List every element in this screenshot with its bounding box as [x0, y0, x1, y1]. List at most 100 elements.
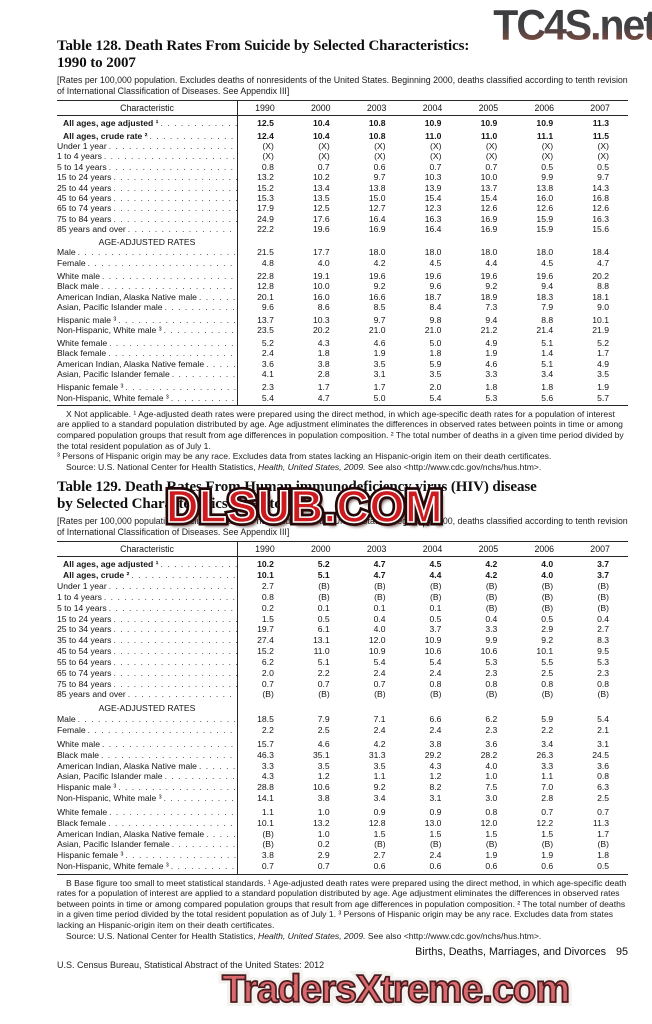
- cell-value: 1.1: [261, 806, 274, 817]
- dot-leader: [106, 348, 237, 358]
- cell-value: (B): [374, 581, 386, 592]
- cell-value: 31.3: [368, 749, 386, 760]
- cell-value: 0.4: [485, 613, 498, 624]
- cell-value: 0.1: [429, 602, 442, 613]
- cell-value: 3.0: [485, 793, 498, 804]
- table-129-body: All ages, age adjusted ¹ 10.2 5.2 4.7 4.5 4.2…: [57, 557, 628, 874]
- cell-value: 9.2: [373, 281, 386, 292]
- row-label: Female: [57, 725, 237, 735]
- row-label: Female: [57, 258, 237, 268]
- cell-value: (B): [429, 839, 442, 850]
- cell-value: 2.9: [317, 850, 330, 861]
- cell-value: 5.4: [429, 392, 442, 403]
- cell-value: 18.5: [257, 714, 274, 725]
- table-row: 45 to 54 years 15.2 11.0 10.9 10.6 10.6 10.1 9.…: [57, 646, 628, 657]
- cell-value: 20.2: [312, 325, 330, 336]
- cell-value: 2.4: [373, 724, 386, 735]
- table-row: Asian, Pacific Islander male 4.3 1.2 1.1 1.2…: [57, 771, 628, 782]
- cell-value: 11.0: [481, 130, 498, 141]
- cell-value: 10.6: [480, 646, 498, 657]
- cell-value: 2.5: [541, 667, 554, 678]
- cell-value: 18.1: [592, 291, 610, 302]
- cell-value: 18.3: [536, 291, 554, 302]
- dot-leader: [111, 193, 237, 203]
- cell-value: 7.9: [317, 714, 330, 725]
- cell-value: 4.2: [373, 257, 386, 268]
- column-header-year: 2000: [311, 102, 331, 113]
- table-128: Characteristic 1990 2000 2003 2004 2005 2006 20…: [57, 99, 628, 406]
- table-row: Non-Hispanic, White female ³ 0.7 0.7 0.6 0.6…: [57, 861, 628, 872]
- row-label: 5 to 14 years: [57, 603, 237, 613]
- cell-value: 18.0: [480, 247, 498, 258]
- cell-value: 0.8: [597, 678, 610, 689]
- cell-value: 3.4: [541, 369, 554, 380]
- dot-leader: [116, 315, 237, 325]
- row-label: White male: [57, 271, 237, 281]
- cell-value: 1.5: [541, 828, 554, 839]
- cell-value: (X): [485, 151, 498, 162]
- dot-leader: [111, 214, 237, 224]
- cell-value: 5.1: [317, 570, 330, 581]
- cell-value: 4.7: [373, 570, 386, 581]
- table-row: 5 to 14 years 0.2 0.1 0.1 0.1 (B) (B) (B): [57, 602, 628, 613]
- row-label: Hispanic male ³: [57, 315, 237, 325]
- row-label: 65 to 74 years: [57, 203, 237, 213]
- table-128-title-line1: Table 128. Death Rates From Suicide by S…: [57, 38, 470, 54]
- row-label: All ages, age adjusted ¹: [57, 118, 237, 128]
- row-label: 35 to 44 years: [57, 635, 237, 645]
- cell-value: 2.2: [317, 667, 330, 678]
- cell-value: (X): [541, 151, 554, 162]
- table-row: 85 years and over 22.2 19.6 16.9 16.4 16.9 15.…: [57, 224, 628, 234]
- column-header-year: 2006: [534, 102, 555, 113]
- cell-value: 0.6: [429, 861, 442, 872]
- table-row: Black male 46.3 35.1 31.3 29.2 28.2 26.3 24.5: [57, 749, 628, 760]
- cell-value: (X): [485, 141, 498, 152]
- table-row: 65 to 74 years 2.0 2.2 2.4 2.4 2.3 2.5 2.3: [57, 667, 628, 678]
- cell-value: 15.2: [257, 646, 274, 657]
- cell-value: 13.1: [312, 635, 330, 646]
- cell-value: (B): [541, 602, 554, 613]
- column-header-year: 2003: [366, 102, 387, 113]
- dot-leader: [107, 338, 237, 348]
- cell-value: 4.3: [429, 760, 442, 771]
- dot-leader: [126, 689, 237, 699]
- cell-value: 0.7: [429, 161, 442, 172]
- cell-value: 0.7: [317, 161, 330, 172]
- dot-leader: [204, 829, 237, 839]
- cell-value: 10.4: [312, 130, 330, 141]
- footer-section-title: Births, Deaths, Marriages, and Divorces: [415, 946, 606, 959]
- cell-value: 23.5: [257, 325, 274, 336]
- table-row: 15 to 24 years 1.5 0.5 0.4 0.5 0.4 0.5 0.4: [57, 613, 628, 624]
- cell-value: 4.1: [261, 369, 274, 380]
- cell-value: 4.2: [485, 570, 498, 581]
- table-row: 85 years and over (B) (B) (B) (B) (B) (B) (B): [57, 689, 628, 700]
- cell-value: 16.4: [368, 213, 386, 224]
- cell-value: 17.9: [257, 203, 274, 214]
- cell-value: 1.0: [485, 771, 498, 782]
- cell-value: 0.8: [429, 678, 442, 689]
- cell-value: 28.2: [480, 749, 498, 760]
- cell-value: 0.7: [373, 678, 386, 689]
- cell-value: 3.1: [597, 738, 610, 749]
- cell-value: 2.3: [485, 667, 498, 678]
- table-128-title: Table 128. Death Rates From Suicide by S…: [57, 38, 628, 71]
- dot-leader: [111, 679, 237, 689]
- cell-value: 10.1: [257, 570, 274, 581]
- cell-value: 10.9: [424, 635, 442, 646]
- cell-value: 0.5: [541, 613, 554, 624]
- cell-value: 21.9: [592, 325, 610, 336]
- cell-value: 7.3: [485, 301, 498, 312]
- cell-value: 0.7: [541, 806, 554, 817]
- table-row: Black female 10.1 13.2 12.8 13.0 12.0 12.2 11.3: [57, 817, 628, 828]
- cell-value: 4.3: [261, 771, 274, 782]
- cell-value: 1.8: [429, 348, 442, 359]
- cell-value: (B): [262, 839, 274, 850]
- cell-value: 0.7: [261, 861, 274, 872]
- cell-value: 1.9: [485, 850, 498, 861]
- cell-value: 10.1: [536, 646, 554, 657]
- table-128-header: Characteristic 1990 2000 2003 2004 2005 2006 20…: [57, 101, 628, 116]
- cell-value: 0.7: [485, 161, 498, 172]
- dot-leader: [107, 162, 237, 172]
- cell-value: 21.4: [536, 325, 554, 336]
- cell-value: 21.2: [480, 325, 498, 336]
